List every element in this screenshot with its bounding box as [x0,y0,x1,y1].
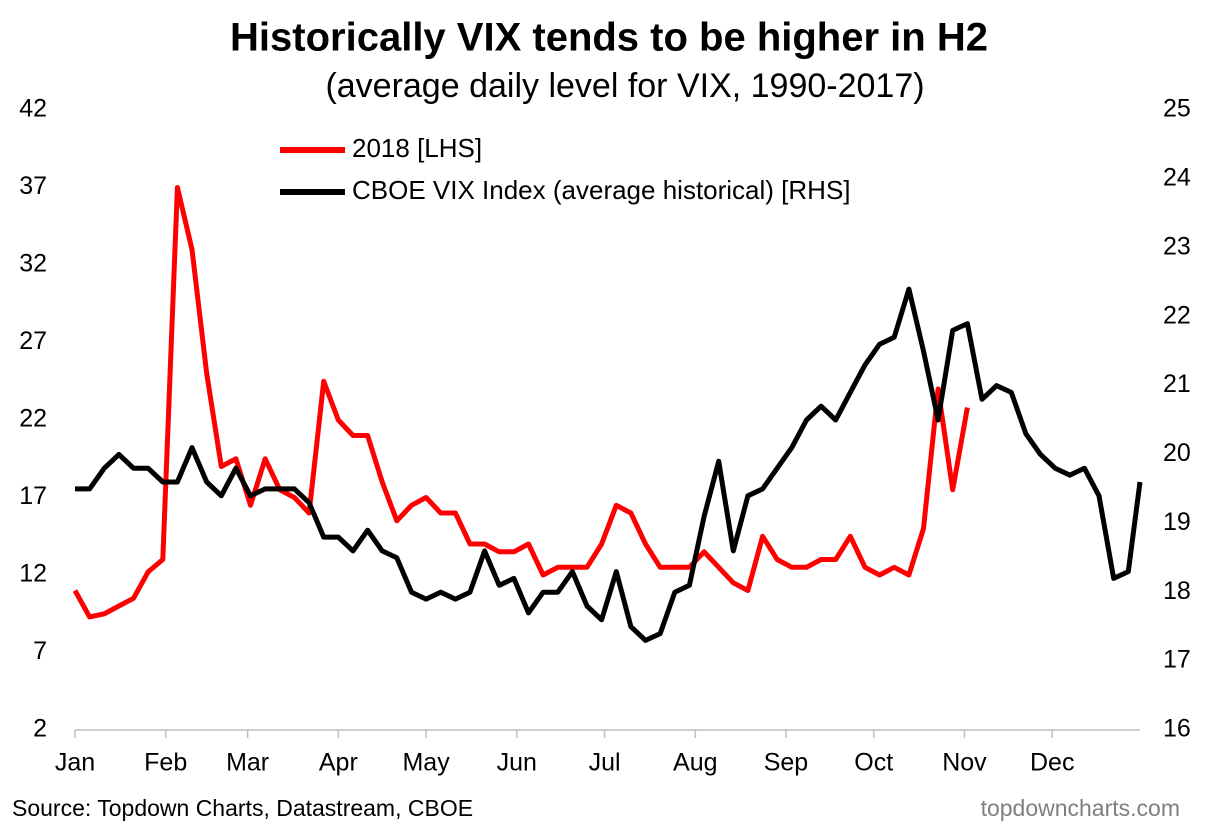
y-tick-label: 32 [19,250,47,278]
y-tick-label: 2 [33,715,47,743]
chart-subtitle: (average daily level for VIX, 1990-2017) [325,67,924,105]
x-tick-label: Aug [673,749,717,777]
x-tick-label: Mar [226,749,269,777]
y2-tick-label: 16 [1163,715,1191,743]
y2-tick-label: 24 [1163,163,1191,191]
x-tick-label: Sep [764,749,808,777]
series-line [75,286,1143,643]
x-tick-label: Jul [589,749,621,777]
y-tick-label: 37 [19,172,47,200]
y-tick-label: 22 [19,405,47,433]
source-note: Source: Topdown Charts, Datastream, CBOE [12,795,473,821]
y2-tick-label: 21 [1163,370,1191,398]
y2-tick-label: 20 [1163,439,1191,467]
x-tick-label: Jan [55,749,95,777]
x-tick-label: Apr [319,749,358,777]
y-tick-label: 27 [19,327,47,355]
y2-tick-label: 17 [1163,646,1191,674]
y2-tick-label: 25 [1163,95,1191,123]
x-tick-label: May [402,749,450,777]
x-tick-label: Jun [497,749,537,777]
x-tick-label: Dec [1030,749,1074,777]
x-tick-label: Feb [144,749,187,777]
y2-tick-label: 18 [1163,577,1191,605]
x-tick-label: Oct [854,749,893,777]
x-tick-label: Nov [942,749,987,777]
y-tick-label: 42 [19,95,47,123]
watermark: topdowncharts.com [981,795,1180,821]
y-tick-label: 7 [33,637,47,665]
legend-label: CBOE VIX Index (average historical) [RHS… [352,175,851,205]
legend-label: 2018 [LHS] [352,133,482,163]
y-tick-label: 12 [19,560,47,588]
y-tick-label: 17 [19,482,47,510]
y2-tick-label: 23 [1163,232,1191,260]
y2-tick-label: 22 [1163,301,1191,329]
chart-title: Historically VIX tends to be higher in H… [230,16,988,60]
y2-tick-label: 19 [1163,508,1191,536]
series-line [72,185,970,620]
